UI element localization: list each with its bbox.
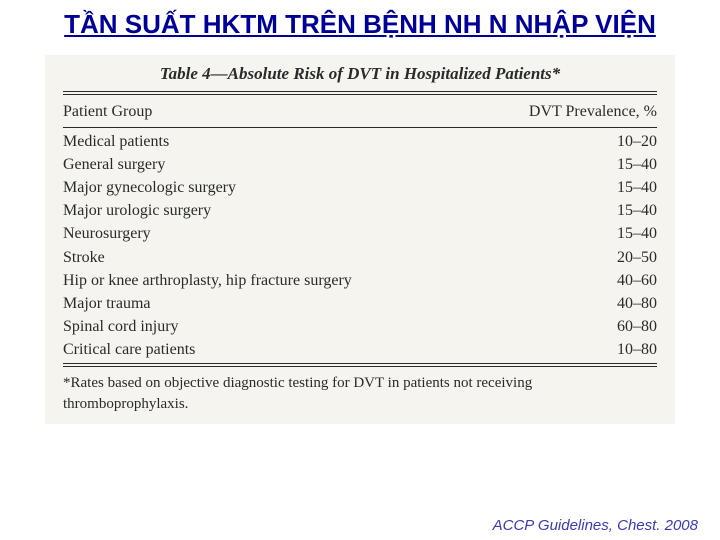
table-row: Major trauma 40–80 — [63, 292, 657, 315]
table-row: Stroke 20–50 — [63, 246, 657, 269]
group-cell: Major trauma — [63, 292, 151, 315]
table-row: Hip or knee arthroplasty, hip fracture s… — [63, 269, 657, 292]
prev-cell: 10–20 — [617, 130, 657, 153]
group-cell: Medical patients — [63, 130, 169, 153]
group-cell: Critical care patients — [63, 338, 195, 361]
prev-cell: 60–80 — [617, 315, 657, 338]
prev-cell: 15–40 — [617, 199, 657, 222]
rule-top — [63, 91, 657, 95]
table-row: General surgery 15–40 — [63, 153, 657, 176]
group-cell: Stroke — [63, 246, 105, 269]
table-row: Medical patients 10–20 — [63, 130, 657, 153]
slide-title: TẦN SUẤT HKTM TRÊN BỆNH NH N NHẬP VIỆN — [30, 8, 690, 41]
group-cell: Major urologic surgery — [63, 199, 211, 222]
group-cell: Hip or knee arthroplasty, hip fracture s… — [63, 269, 352, 292]
prev-cell: 40–60 — [617, 269, 657, 292]
table-row: Spinal cord injury 60–80 — [63, 315, 657, 338]
group-cell: Major gynecologic surgery — [63, 176, 236, 199]
table-caption: Table 4—Absolute Risk of DVT in Hospital… — [63, 63, 657, 85]
citation: ACCP Guidelines, Chest. 2008 — [493, 517, 698, 534]
table-header-row: Patient Group DVT Prevalence, % — [63, 97, 657, 125]
rule-mid — [63, 127, 657, 128]
prev-cell: 10–80 — [617, 338, 657, 361]
prev-cell: 15–40 — [617, 222, 657, 245]
group-cell: Neurosurgery — [63, 222, 151, 245]
prev-cell: 40–80 — [617, 292, 657, 315]
col1-header: Patient Group — [63, 103, 152, 121]
rule-bottom — [63, 363, 657, 367]
prev-cell: 20–50 — [617, 246, 657, 269]
table-row: Neurosurgery 15–40 — [63, 222, 657, 245]
dvt-table: Table 4—Absolute Risk of DVT in Hospital… — [45, 55, 675, 424]
table-footnote: *Rates based on objective diagnostic tes… — [63, 369, 657, 414]
col2-header: DVT Prevalence, % — [529, 103, 657, 121]
prev-cell: 15–40 — [617, 153, 657, 176]
table-row: Major gynecologic surgery 15–40 — [63, 176, 657, 199]
group-cell: General surgery — [63, 153, 165, 176]
group-cell: Spinal cord injury — [63, 315, 179, 338]
prev-cell: 15–40 — [617, 176, 657, 199]
table-row: Major urologic surgery 15–40 — [63, 199, 657, 222]
table-row: Critical care patients 10–80 — [63, 338, 657, 361]
slide: TẦN SUẤT HKTM TRÊN BỆNH NH N NHẬP VIỆN T… — [0, 0, 720, 540]
